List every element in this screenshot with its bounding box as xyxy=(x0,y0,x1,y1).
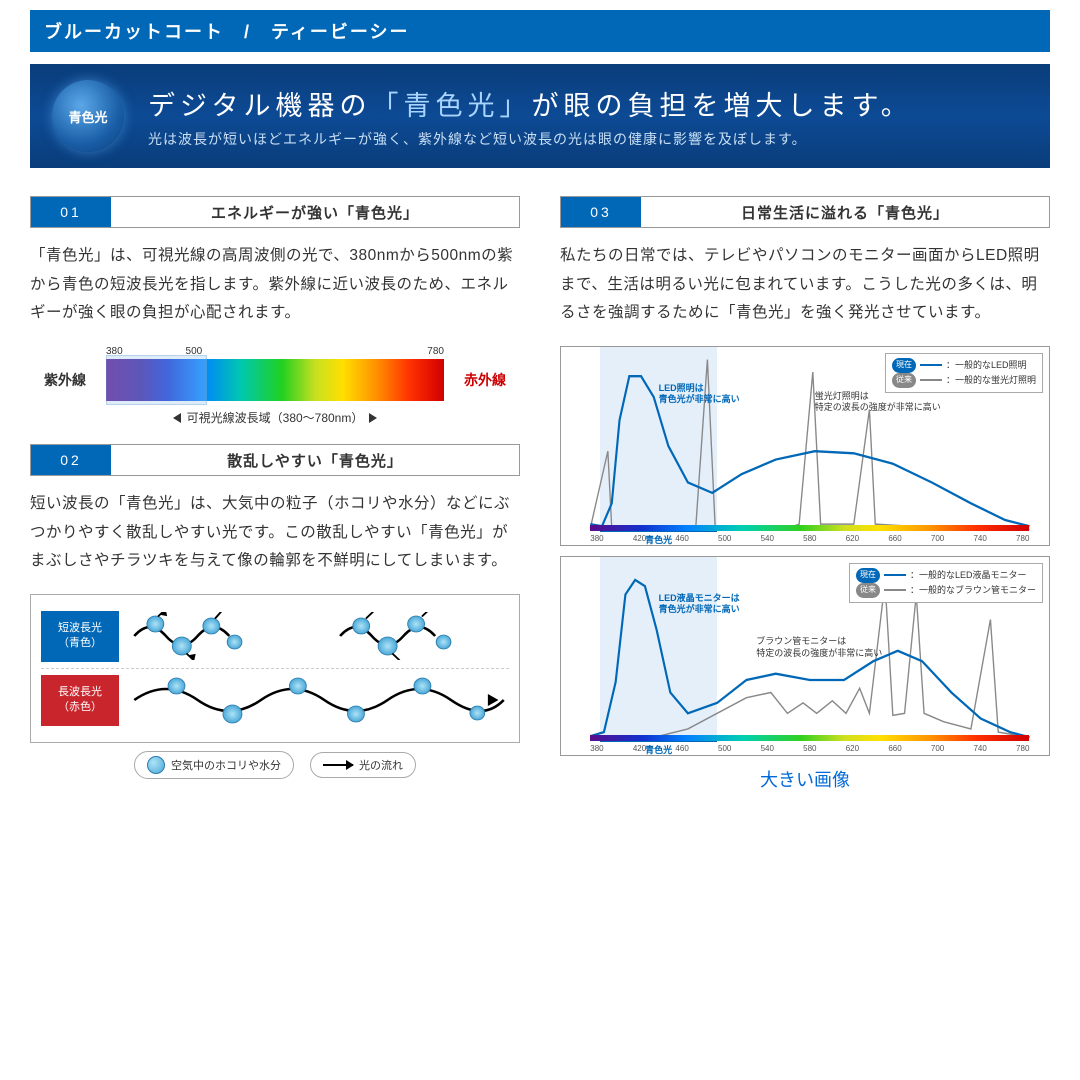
section-number: 03 xyxy=(561,197,641,227)
chart-annotation-fluor: 蛍光灯照明は特定の波長の強度が非常に高い xyxy=(815,391,941,414)
spectrum-bar xyxy=(106,359,444,401)
chart-annotation-led: LED液晶モニターは青色光が非常に高い xyxy=(659,593,740,616)
chart-legend: 現在：一般的なLED液晶モニター 従来：一般的なブラウン管モニター xyxy=(849,563,1043,603)
chart-legend: 現在：一般的なLED照明 従来：一般的な蛍光灯照明 xyxy=(885,353,1043,393)
scatter-red-label: 長波長光（赤色） xyxy=(41,675,119,726)
right-column: 03 日常生活に溢れる「青色光」 私たちの日常では、テレビやパソコンのモニター画… xyxy=(560,196,1050,792)
legend-line-icon xyxy=(884,589,906,591)
hero-title: デジタル機器の「青色光」が眼の負担を増大します。 xyxy=(148,84,913,123)
hero-text: デジタル機器の「青色光」が眼の負担を増大します。 光は波長が短いほどエネルギーが… xyxy=(148,84,913,149)
legend-line-icon xyxy=(920,379,942,381)
spectrum-uv-label: 紫外線 xyxy=(30,370,100,390)
hero-title-pre: デジタル機器の xyxy=(148,91,371,121)
scatter-blue-label: 短波長光（青色） xyxy=(41,611,119,662)
chart-annotation-crt: ブラウン管モニターは特定の波長の強度が非常に高い xyxy=(756,636,882,659)
chart-annotation-led: LED照明は青色光が非常に高い xyxy=(659,383,740,406)
enlarge-image-link[interactable]: 大きい画像 xyxy=(560,766,1050,792)
particle-icon xyxy=(147,756,165,774)
spectrum-caption: 可視光線波長域（380～780nm） xyxy=(30,409,520,426)
spectrum-tick-labels: 380 500 780 xyxy=(30,346,520,357)
section-title: 日常生活に溢れる「青色光」 xyxy=(641,197,1049,227)
spectrum-ir-label: 赤外線 xyxy=(450,370,520,390)
scatter-blue-visual xyxy=(129,612,509,660)
scatter-diagram: 短波長光（青色） xyxy=(30,594,520,743)
legend-badge-current: 現在 xyxy=(892,358,916,373)
hero-title-post: が眼の負担を増大します。 xyxy=(531,91,912,121)
legend-particle: 空気中のホコリや水分 xyxy=(134,751,294,779)
section-02-header: 02 散乱しやすい「青色光」 xyxy=(30,444,520,476)
legend-line-icon xyxy=(920,364,942,366)
section-number: 01 xyxy=(31,197,111,227)
legend-badge-old: 従来 xyxy=(856,583,880,598)
legend-badge-current: 現在 xyxy=(856,568,880,583)
left-column: 01 エネルギーが強い「青色光」 「青色光」は、可視光線の高周波側の光で、380… xyxy=(30,196,520,792)
section-03-body: 私たちの日常では、テレビやパソコンのモニター画面からLED照明まで、生活は明るい… xyxy=(560,242,1050,328)
chart-blue-bracket: 青色光 xyxy=(600,741,717,756)
hero-subtitle: 光は波長が短いほどエネルギーが強く、紫外線など短い波長の光は眼の健康に影響を及ぼ… xyxy=(148,129,913,149)
hero-badge: 青色光 xyxy=(52,80,124,152)
legend-badge-old: 従来 xyxy=(892,373,916,388)
hero-banner: 青色光 デジタル機器の「青色光」が眼の負担を増大します。 光は波長が短いほどエネ… xyxy=(30,64,1050,168)
legend-line-icon xyxy=(884,574,906,576)
section-02-body: 短い波長の「青色光」は、大気中の粒子（ホコリや水分）などにぶつかりやすく散乱しや… xyxy=(30,490,520,576)
section-title: エネルギーが強い「青色光」 xyxy=(111,197,519,227)
section-01-header: 01 エネルギーが強い「青色光」 xyxy=(30,196,520,228)
chart-blue-bracket: 青色光 xyxy=(600,531,717,546)
section-number: 02 xyxy=(31,445,111,475)
spectrum-highlight xyxy=(106,355,207,405)
hero-title-quote: 「青色光」 xyxy=(371,91,531,121)
tick-780: 780 xyxy=(427,346,444,357)
section-03-header: 03 日常生活に溢れる「青色光」 xyxy=(560,196,1050,228)
arrow-icon xyxy=(323,764,353,766)
section-title: 散乱しやすい「青色光」 xyxy=(111,445,519,475)
chart-led-lighting: LED照明は青色光が非常に高い 蛍光灯照明は特定の波長の強度が非常に高い 現在：… xyxy=(560,346,1050,546)
top-bar: ブルーカットコート / ティービーシー xyxy=(30,10,1050,52)
legend-flow: 光の流れ xyxy=(310,752,416,778)
scatter-red-visual xyxy=(129,676,509,724)
chart-led-monitor: LED液晶モニターは青色光が非常に高い ブラウン管モニターは特定の波長の強度が非… xyxy=(560,556,1050,756)
section-01-body: 「青色光」は、可視光線の高周波側の光で、380nmから500nmの紫から青色の短… xyxy=(30,242,520,328)
scatter-legend: 空気中のホコリや水分 光の流れ xyxy=(30,751,520,779)
spectrum-diagram: 380 500 780 紫外線 赤外線 可視光線波長域（380～780nm） xyxy=(30,346,520,426)
